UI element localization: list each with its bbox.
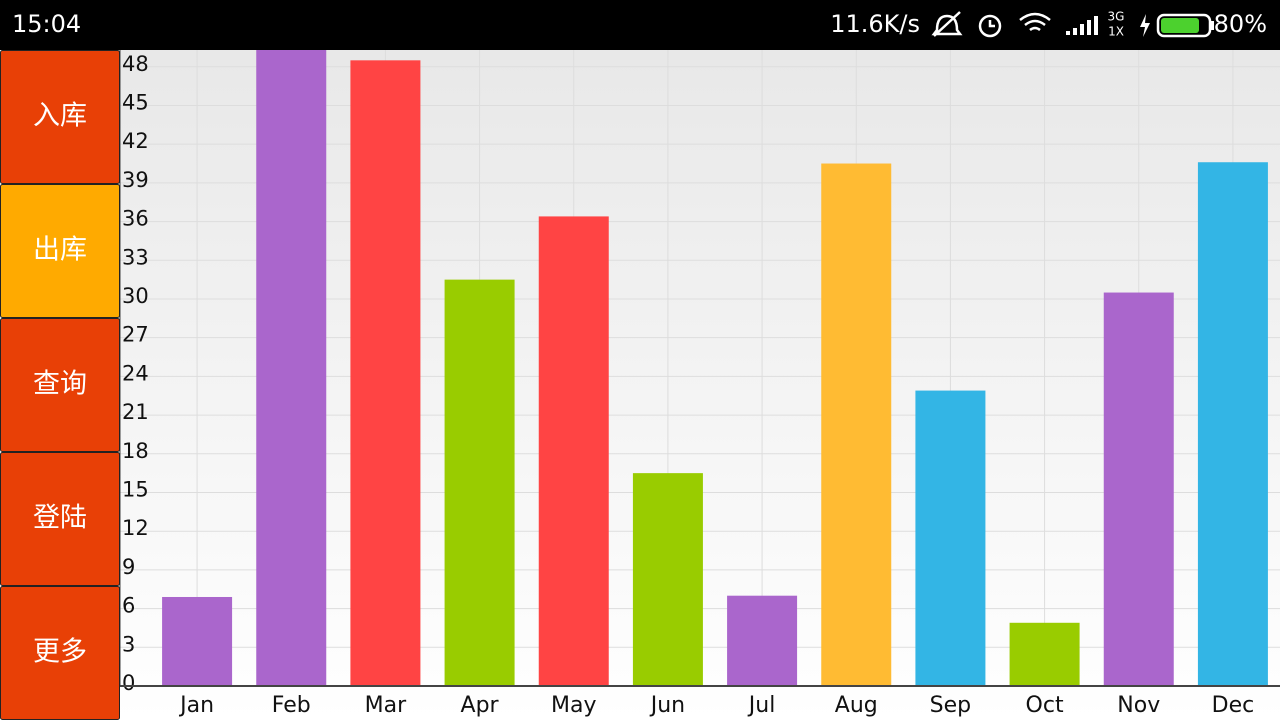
menu-button-label[interactable]: 登陆 bbox=[33, 503, 87, 534]
menu-button[interactable]: 入库 bbox=[0, 50, 120, 184]
y-tick-label: 48 bbox=[122, 52, 149, 76]
y-tick-label: 45 bbox=[122, 90, 149, 114]
x-tick-label: Sep bbox=[930, 693, 971, 718]
y-tick-label: 24 bbox=[122, 361, 149, 385]
y-tick-label: 12 bbox=[122, 516, 149, 540]
menu-button-label[interactable]: 更多 bbox=[33, 637, 87, 668]
battery-percent: 80% bbox=[1214, 10, 1267, 38]
bar bbox=[162, 596, 233, 686]
x-tick-label: Nov bbox=[1117, 693, 1160, 718]
bar bbox=[632, 473, 703, 686]
bar bbox=[1197, 162, 1268, 686]
y-tick-label: 6 bbox=[122, 594, 135, 618]
bar bbox=[1103, 292, 1174, 686]
wifi-icon bbox=[1019, 12, 1051, 32]
battery-level bbox=[1161, 18, 1199, 33]
x-tick-label: Jan bbox=[178, 693, 214, 718]
status-icons bbox=[931, 11, 1212, 38]
plot-area bbox=[120, 50, 1280, 687]
menu-button-label[interactable]: 出库 bbox=[33, 235, 87, 266]
signal-icon bbox=[1066, 16, 1098, 35]
menu-button[interactable]: 查询 bbox=[0, 318, 120, 452]
menu-button-bg[interactable] bbox=[0, 318, 120, 452]
bar bbox=[256, 50, 327, 686]
y-tick-label: 42 bbox=[122, 129, 149, 153]
battery-tip bbox=[1211, 21, 1214, 30]
x-tick-label: Jun bbox=[649, 693, 685, 718]
charging-icon bbox=[1140, 14, 1150, 37]
bar bbox=[538, 216, 609, 686]
menu-button-label[interactable]: 入库 bbox=[33, 101, 87, 132]
y-tick-label: 18 bbox=[122, 439, 149, 463]
menu-button[interactable]: 登陆 bbox=[0, 452, 120, 586]
menu-button[interactable]: 出库 bbox=[0, 184, 120, 318]
x-tick-label: Apr bbox=[461, 693, 500, 718]
y-tick-label: 30 bbox=[122, 284, 149, 308]
y-tick-label: 3 bbox=[122, 632, 135, 656]
x-tick-label: Aug bbox=[835, 693, 878, 718]
x-tick-label: Dec bbox=[1212, 693, 1255, 718]
x-tick-label: Feb bbox=[272, 693, 311, 718]
menu-button-bg[interactable] bbox=[0, 452, 120, 586]
status-time: 15:04 bbox=[12, 10, 81, 38]
x-tick-label: Jul bbox=[747, 693, 776, 718]
menu-button-bg[interactable] bbox=[0, 50, 120, 184]
alarm-hands bbox=[988, 20, 995, 28]
menu-button[interactable]: 更多 bbox=[0, 586, 120, 720]
bar bbox=[1009, 622, 1080, 686]
network-speed: 11.6K/s bbox=[830, 10, 920, 38]
x-tick-label: Mar bbox=[365, 693, 407, 718]
y-tick-label: 33 bbox=[122, 245, 149, 269]
y-tick-label: 36 bbox=[122, 207, 149, 231]
bar bbox=[915, 390, 986, 686]
y-tick-label: 15 bbox=[122, 477, 149, 501]
network-type: 3G bbox=[1108, 10, 1125, 24]
y-tick-label: 27 bbox=[122, 323, 149, 347]
alarm-icon bbox=[978, 14, 1002, 38]
menu-button-bg[interactable] bbox=[0, 184, 120, 318]
battery-outline bbox=[1156, 13, 1212, 38]
x-tick-label: Oct bbox=[1026, 693, 1064, 718]
bar bbox=[444, 279, 515, 686]
y-tick-label: 9 bbox=[122, 555, 135, 579]
bar bbox=[727, 595, 798, 686]
bar bbox=[350, 60, 421, 686]
status-bar bbox=[0, 0, 1280, 50]
bar bbox=[821, 163, 892, 686]
mute-icon bbox=[931, 11, 963, 37]
y-tick-label: 39 bbox=[122, 168, 149, 192]
menu-button-label[interactable]: 查询 bbox=[33, 369, 87, 400]
x-tick-label: May bbox=[551, 693, 596, 718]
network-sub: 1X bbox=[1108, 25, 1124, 39]
y-tick-label: 21 bbox=[122, 400, 149, 424]
y-tick-label: 0 bbox=[122, 671, 135, 695]
